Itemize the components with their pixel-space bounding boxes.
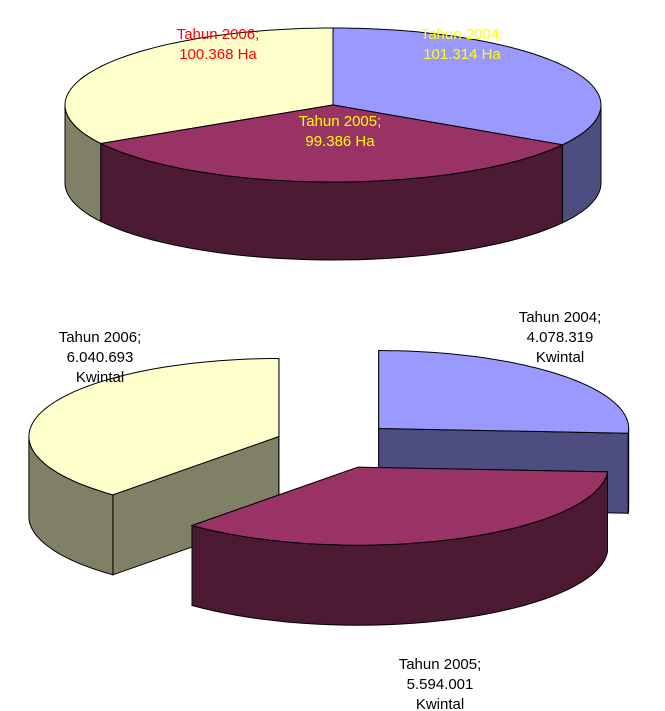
label-category: Tahun 2004;	[420, 26, 504, 43]
slice-top	[64, 27, 334, 145]
slice-wall	[627, 428, 630, 515]
label-value: 100.368 Ha	[179, 46, 257, 63]
slice-top	[99, 104, 565, 183]
slice-label: Tahun 2005; 99.386 Ha	[270, 112, 410, 152]
slice-label: Tahun 2004; 4.078.319 Kwintal	[495, 308, 625, 368]
slice-label: Tahun 2006; 6.040.693 Kwintal	[35, 328, 165, 388]
label-category: Tahun 2005;	[398, 656, 482, 673]
label-value: 99.386 Ha	[305, 133, 375, 150]
label-category: Tahun 2004;	[518, 309, 602, 326]
slice-label: Tahun 2005; 5.594.001 Kwintal	[375, 655, 505, 711]
label-value: 101.314 Ha	[423, 46, 501, 63]
slice-label: Tahun 2004; 101.314 Ha	[392, 25, 532, 65]
label-category: Tahun 2006;	[58, 329, 142, 346]
slice-top	[332, 27, 602, 146]
pie-slice	[99, 104, 565, 261]
slice-top	[190, 466, 609, 546]
label-category: Tahun 2005;	[298, 113, 382, 130]
slice-top	[28, 358, 280, 496]
pie-slice	[28, 358, 280, 576]
label-category: Tahun 2006;	[176, 26, 260, 43]
slice-label: Tahun 2006; 100.368 Ha	[148, 25, 288, 65]
pie-slice	[190, 466, 609, 626]
label-value: 4.078.319 Kwintal	[526, 329, 594, 366]
label-value: 6.040.693 Kwintal	[66, 349, 134, 386]
label-value: 5.594.001 Kwintal	[406, 676, 474, 711]
slice-top	[378, 349, 630, 434]
